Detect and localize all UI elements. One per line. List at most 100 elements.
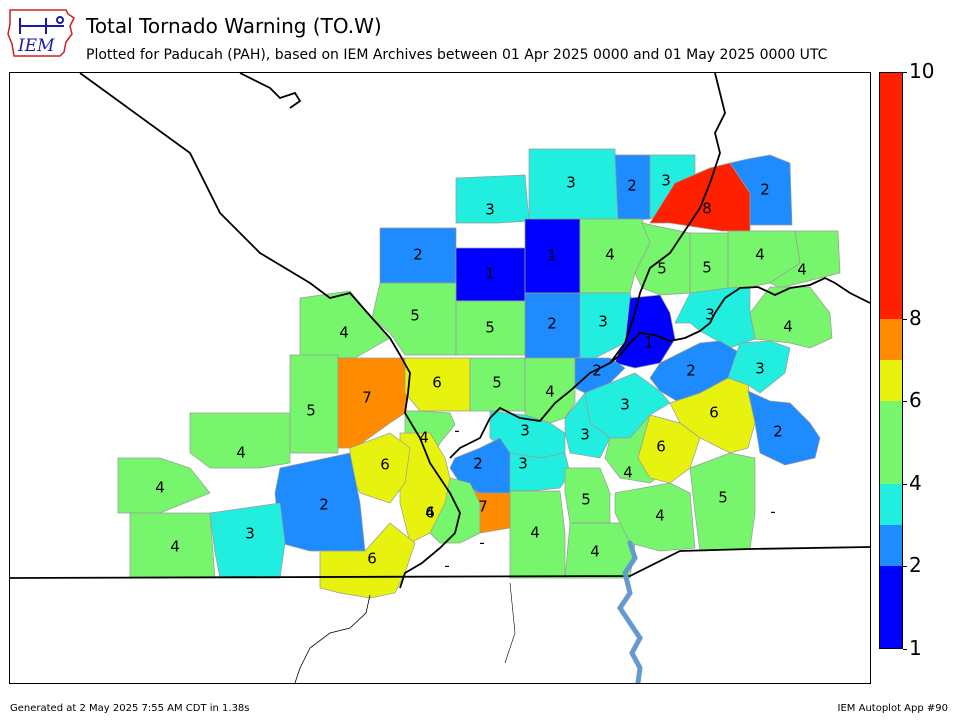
county-value-label: 2: [413, 246, 423, 264]
county-value-label: 3: [485, 201, 495, 219]
county-polygon: [429, 477, 481, 544]
generated-timestamp: Generated at 2 May 2025 7:55 AM CDT in 1…: [10, 703, 250, 714]
county-value-label: 1: [644, 334, 654, 352]
county-value-label: 2: [686, 362, 696, 380]
colorbar: [879, 72, 903, 649]
county-value-label: 4: [590, 543, 600, 561]
county-value-label: 5: [306, 402, 316, 420]
county-value-label: 2: [773, 423, 783, 441]
county-value-label: 4: [655, 507, 665, 525]
colorbar-tick-mark: [903, 483, 907, 485]
colorbar-tick-label: 8: [909, 305, 922, 330]
county-value-label: 4: [755, 246, 765, 264]
county-line-south: [504, 582, 516, 664]
county-value-label: -: [479, 534, 484, 552]
colorbar-tick-mark: [903, 566, 907, 568]
county-value-label: 4: [170, 538, 180, 556]
county-value-label: 2: [473, 455, 483, 473]
mo-il-border: [79, 73, 461, 589]
county-value-label: 4: [623, 464, 633, 482]
colorbar-segment: [880, 319, 902, 361]
colorbar-segment: [880, 360, 902, 402]
colorbar-tick-label: 1: [909, 636, 922, 660]
county-polygon: [614, 482, 696, 552]
county-value-label: 5: [702, 259, 712, 277]
colorbar-tick-mark: [903, 72, 907, 73]
county-value-label: 4: [545, 383, 555, 401]
logo-text: IEM: [17, 36, 55, 56]
county-value-label: 3: [520, 422, 530, 440]
county-value-label: 5: [581, 491, 591, 509]
colorbar-segment: [880, 483, 902, 525]
county-value-label: 4: [797, 261, 807, 279]
county-value-label: 6: [709, 404, 719, 422]
colorbar-tick-label: 6: [909, 388, 922, 413]
county-value-label: -: [454, 422, 459, 440]
county-value-label: 3: [518, 455, 528, 473]
colorbar-tick-mark: [903, 649, 907, 650]
county-value-label: 3: [598, 313, 608, 331]
county-value-label: 5: [718, 489, 728, 507]
county-value-label: 4: [339, 324, 349, 342]
county-value-label: 4: [605, 246, 615, 264]
county-value-label: 4: [419, 429, 429, 447]
county-value-label: 3: [245, 525, 255, 543]
county-polygon: [564, 392, 611, 459]
colorbar-tick-mark: [903, 401, 907, 403]
county-value-label: 4: [783, 318, 793, 336]
colorbar-tick-label: 4: [909, 470, 922, 495]
county-polygon: [747, 390, 821, 466]
county-line-west: [294, 594, 371, 683]
colorbar-segment: [880, 565, 902, 648]
county-value-label: 5: [492, 374, 502, 392]
kentucky-lake: [616, 540, 643, 683]
county-value-label: 6: [425, 504, 435, 522]
county-polygon: [729, 154, 793, 226]
county-polygon: [319, 522, 416, 599]
county-value-label: 2: [760, 181, 770, 199]
page-title: Total Tornado Warning (TO.W): [86, 14, 382, 38]
county-value-label: 5: [485, 319, 495, 337]
county-value-label: 4: [530, 524, 540, 542]
county-value-label: -: [770, 503, 775, 521]
county-polygon: [117, 457, 211, 514]
colorbar-segment: [880, 524, 902, 566]
app-id: IEM Autoplot App #90: [837, 703, 948, 714]
county-value-label: 5: [410, 307, 420, 325]
county-value-label: 2: [319, 496, 329, 514]
colorbar-segment: [880, 73, 902, 320]
county-value-label: 4: [425, 504, 435, 522]
county-value-label: 3: [580, 426, 590, 444]
county-polygon: [689, 452, 756, 552]
county-value-label: 7: [362, 389, 372, 407]
state-boundaries: [10, 73, 870, 589]
county-value-label: 3: [620, 396, 630, 414]
tn-border-line: [10, 546, 870, 579]
county-value-label: 3: [755, 360, 765, 378]
county-value-label: 5: [657, 260, 667, 278]
ohio-river-border: [449, 73, 726, 459]
county-polygon: [189, 412, 291, 469]
county-value-label: 3: [566, 174, 576, 192]
county-value-label: 2: [627, 177, 637, 195]
county-value-label: 3: [705, 306, 715, 324]
colorbar-tick-label: 10: [909, 59, 935, 83]
county-value-label: -: [444, 557, 449, 575]
colorbar-tick-label: 2: [909, 553, 922, 578]
county-polygon: [674, 286, 756, 349]
county-polygon: [509, 490, 566, 579]
colorbar-segment: [880, 401, 902, 484]
county-value-label: 6: [656, 438, 666, 456]
county-value-label: 2: [547, 315, 557, 333]
county-polygon: [769, 230, 841, 289]
colorbar-tick-mark: [903, 318, 907, 320]
county-polygon: [404, 357, 471, 412]
iem-logo: IEM: [7, 9, 75, 57]
county-value-label: 8: [702, 200, 712, 218]
county-polygon: [455, 174, 530, 224]
page-subtitle: Plotted for Paducah (PAH), based on IEM …: [86, 47, 828, 63]
county-value-label: 1: [485, 265, 495, 283]
county-polygon: [637, 414, 701, 484]
